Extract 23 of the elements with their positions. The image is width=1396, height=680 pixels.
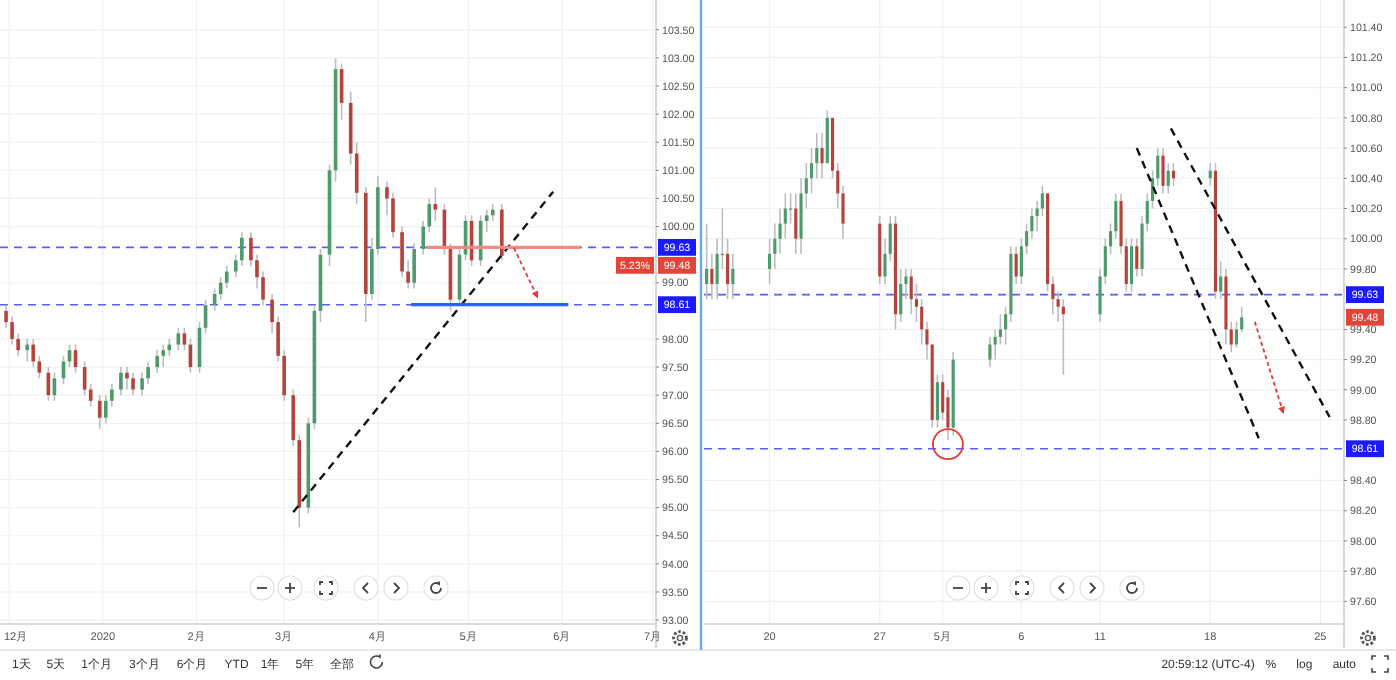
candlestick — [820, 132, 824, 180]
candlestick — [1161, 147, 1165, 195]
candlestick — [131, 371, 135, 396]
candlestick — [899, 268, 903, 323]
candlestick — [155, 349, 160, 374]
candlestick — [500, 203, 504, 262]
candlestick — [88, 383, 93, 408]
candlestick — [412, 242, 416, 290]
candlestick — [935, 373, 940, 429]
candlestick — [484, 208, 489, 233]
candlestick — [161, 343, 166, 368]
candlestick — [433, 186, 438, 222]
candlestick — [97, 394, 102, 430]
candlestick — [125, 366, 129, 391]
candlestick — [731, 253, 735, 300]
candlestick — [705, 222, 709, 300]
candlestick — [909, 268, 913, 316]
candlestick — [119, 366, 123, 396]
candlestick — [988, 336, 992, 368]
candlestick — [224, 265, 229, 290]
candlestick — [25, 338, 30, 363]
candlestick — [354, 141, 359, 205]
candlestick — [1129, 237, 1134, 293]
